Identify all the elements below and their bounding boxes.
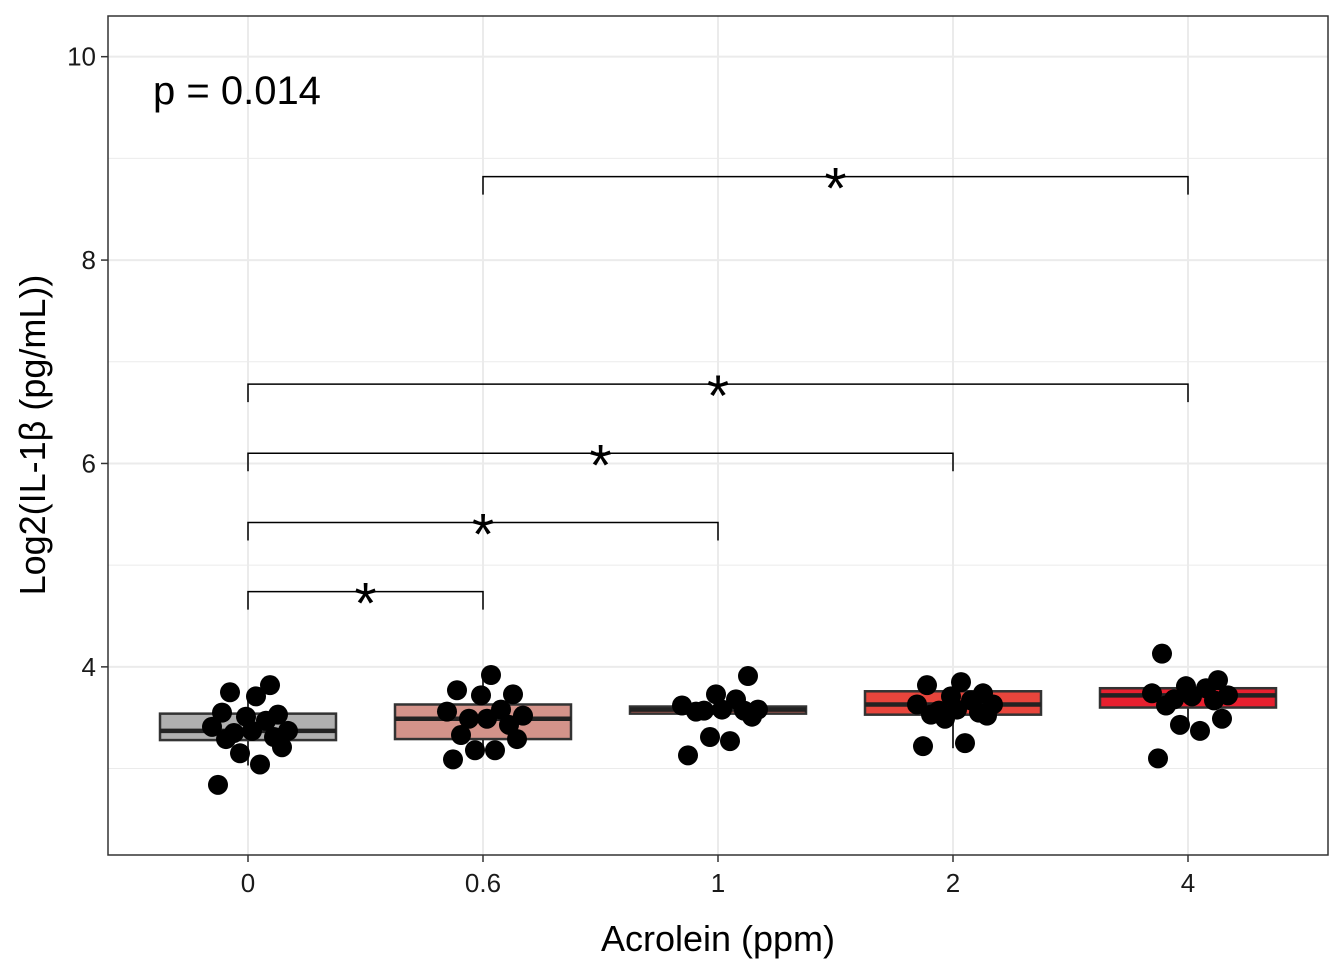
data-point bbox=[451, 724, 471, 745]
data-point bbox=[1170, 714, 1190, 735]
data-point bbox=[929, 700, 949, 721]
y-tick-label: 8 bbox=[82, 245, 96, 275]
data-point bbox=[513, 705, 533, 726]
data-point bbox=[1218, 685, 1238, 706]
data-point bbox=[491, 699, 511, 720]
data-point bbox=[917, 675, 937, 696]
data-point bbox=[672, 695, 692, 716]
data-point bbox=[955, 733, 975, 754]
x-tick-label: 4 bbox=[1181, 868, 1195, 898]
data-point bbox=[726, 689, 746, 710]
data-point bbox=[706, 684, 726, 705]
significance-star: * bbox=[707, 364, 730, 429]
data-point bbox=[268, 704, 288, 725]
data-point bbox=[220, 682, 240, 703]
significance-brackets: * * * * * bbox=[247, 157, 1189, 637]
y-tick-label: 4 bbox=[82, 652, 96, 682]
data-point bbox=[712, 699, 732, 720]
data-point bbox=[230, 743, 250, 764]
data-point bbox=[459, 708, 479, 729]
data-point bbox=[951, 672, 971, 693]
bracket-line bbox=[247, 452, 954, 472]
data-point bbox=[1176, 676, 1196, 697]
data-point bbox=[278, 720, 298, 741]
significance-star: * bbox=[354, 572, 377, 637]
data-point bbox=[503, 684, 523, 705]
bracket-0-vs-0.6: * bbox=[247, 572, 484, 637]
data-point bbox=[246, 686, 266, 707]
data-point bbox=[447, 680, 467, 701]
x-tick-label: 0.6 bbox=[465, 868, 501, 898]
data-point bbox=[224, 722, 244, 743]
data-point bbox=[1212, 708, 1232, 729]
significance-star: * bbox=[824, 157, 847, 222]
data-point bbox=[738, 666, 758, 687]
axes: 4 6 8 10 0 0.6 1 2 4 bbox=[67, 42, 1195, 898]
data-point bbox=[907, 694, 927, 715]
y-axis-title: Log2(IL-1β (pg/mL)) bbox=[12, 275, 53, 596]
bracket-0-vs-4: * bbox=[247, 364, 1189, 429]
data-point bbox=[202, 716, 222, 737]
data-point bbox=[941, 686, 961, 707]
data-point bbox=[481, 664, 501, 685]
significance-star: * bbox=[472, 502, 495, 567]
data-point bbox=[260, 675, 280, 696]
x-tick-label: 1 bbox=[711, 868, 725, 898]
data-point bbox=[212, 702, 232, 723]
data-point bbox=[694, 700, 714, 721]
bracket-0.6-vs-4: * bbox=[482, 157, 1189, 222]
bracket-0-vs-2: * bbox=[247, 433, 954, 498]
data-point bbox=[1152, 643, 1172, 664]
data-point bbox=[913, 736, 933, 757]
p-value-annotation: p = 0.014 bbox=[153, 69, 321, 113]
data-point bbox=[1164, 689, 1184, 710]
data-point bbox=[1190, 720, 1210, 741]
data-point bbox=[1148, 748, 1168, 769]
data-point bbox=[465, 740, 485, 761]
data-point bbox=[485, 740, 505, 761]
data-point bbox=[250, 754, 270, 775]
data-point bbox=[1142, 683, 1162, 704]
bracket-line bbox=[247, 590, 484, 610]
data-point bbox=[700, 727, 720, 748]
y-tick-label: 10 bbox=[67, 42, 96, 72]
x-tick-label: 0 bbox=[241, 868, 255, 898]
bracket-line bbox=[247, 521, 719, 541]
bracket-line bbox=[247, 383, 1189, 403]
y-tick-label: 6 bbox=[82, 448, 96, 478]
x-tick-label: 2 bbox=[946, 868, 960, 898]
data-point bbox=[1208, 670, 1228, 691]
data-point bbox=[443, 749, 463, 770]
x-axis-title: Acrolein (ppm) bbox=[601, 918, 835, 959]
data-point bbox=[208, 774, 228, 795]
significance-star: * bbox=[589, 433, 612, 498]
data-point bbox=[748, 699, 768, 720]
bracket-line bbox=[482, 175, 1189, 195]
data-point bbox=[678, 745, 698, 766]
bracket-0-vs-1: * bbox=[247, 502, 719, 567]
data-point bbox=[437, 701, 457, 722]
data-point bbox=[720, 731, 740, 752]
data-point bbox=[471, 685, 491, 706]
data-point bbox=[973, 683, 993, 704]
data-points bbox=[202, 643, 1238, 795]
data-point bbox=[236, 706, 256, 727]
